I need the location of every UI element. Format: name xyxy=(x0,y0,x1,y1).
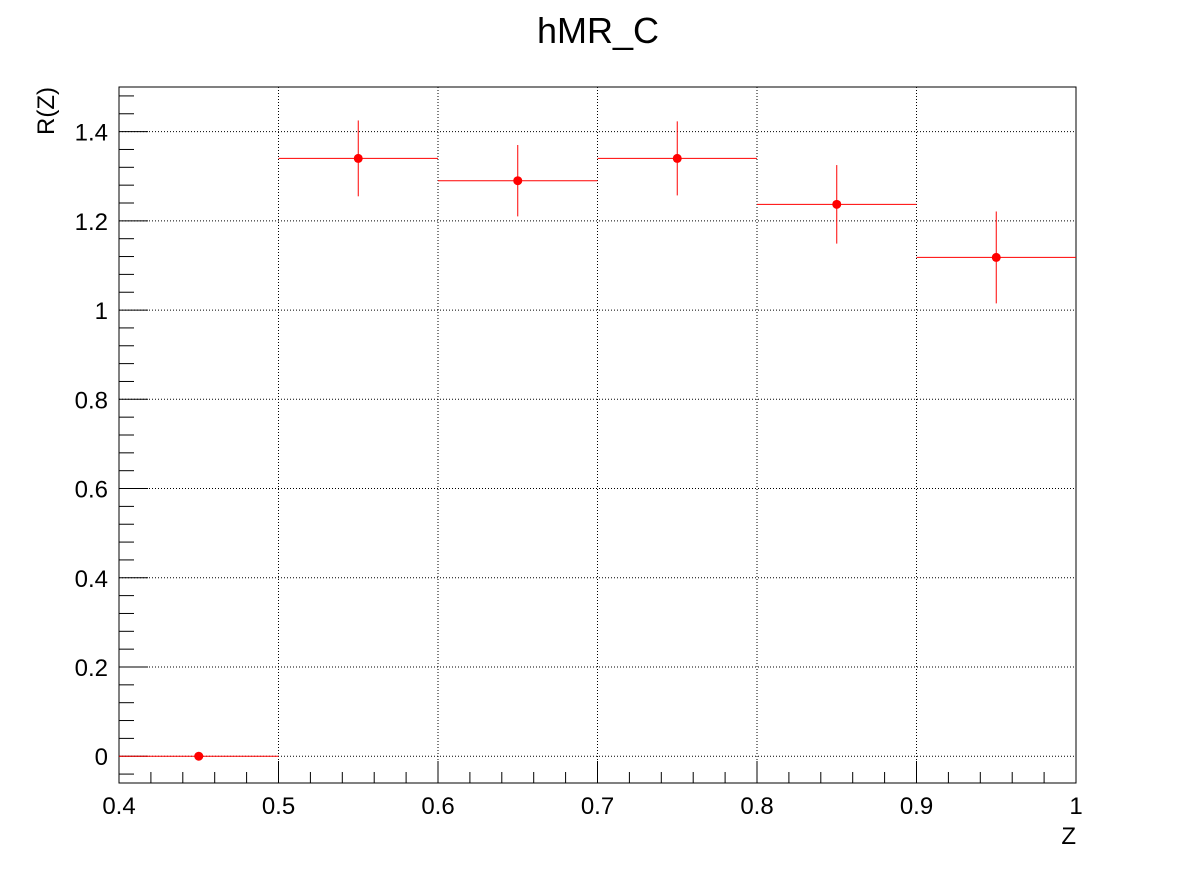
y-tick-label: 0.6 xyxy=(75,477,108,504)
grid-layer xyxy=(119,87,1076,783)
x-tick-label: 0.4 xyxy=(102,793,135,820)
data-point xyxy=(353,153,363,163)
data-point xyxy=(991,252,1001,262)
data-point xyxy=(672,153,682,163)
y-tick-label: 0.4 xyxy=(75,566,108,593)
y-tick-label: 1 xyxy=(95,298,108,325)
data-point xyxy=(513,176,523,186)
chart-title: hMR_C xyxy=(537,10,659,51)
x-tick-label: 1 xyxy=(1069,793,1082,820)
y-tick-label: 0.8 xyxy=(75,387,108,414)
tick-layer xyxy=(118,95,1077,783)
x-tick-label: 0.7 xyxy=(581,793,614,820)
y-tick-label: 1.4 xyxy=(75,120,108,147)
x-tick-label: 0.9 xyxy=(900,793,933,820)
data-layer xyxy=(119,120,1076,761)
y-tick-label: 0.2 xyxy=(75,655,108,682)
x-tick-label: 0.6 xyxy=(421,793,454,820)
data-point xyxy=(832,199,842,209)
data-point xyxy=(194,751,204,761)
x-tick-label: 0.8 xyxy=(740,793,773,820)
y-axis-title: R(Z) xyxy=(33,87,60,135)
x-tick-label: 0.5 xyxy=(262,793,295,820)
y-tick-label: 1.2 xyxy=(75,209,108,236)
x-axis-title: Z xyxy=(1061,823,1076,850)
y-tick-label: 0 xyxy=(95,744,108,771)
x-tick-labels: 0.4 0.5 0.6 0.7 0.8 0.9 1 xyxy=(102,793,1082,820)
y-tick-labels: 0 0.2 0.4 0.6 0.8 1 1.2 1.4 xyxy=(75,120,108,772)
